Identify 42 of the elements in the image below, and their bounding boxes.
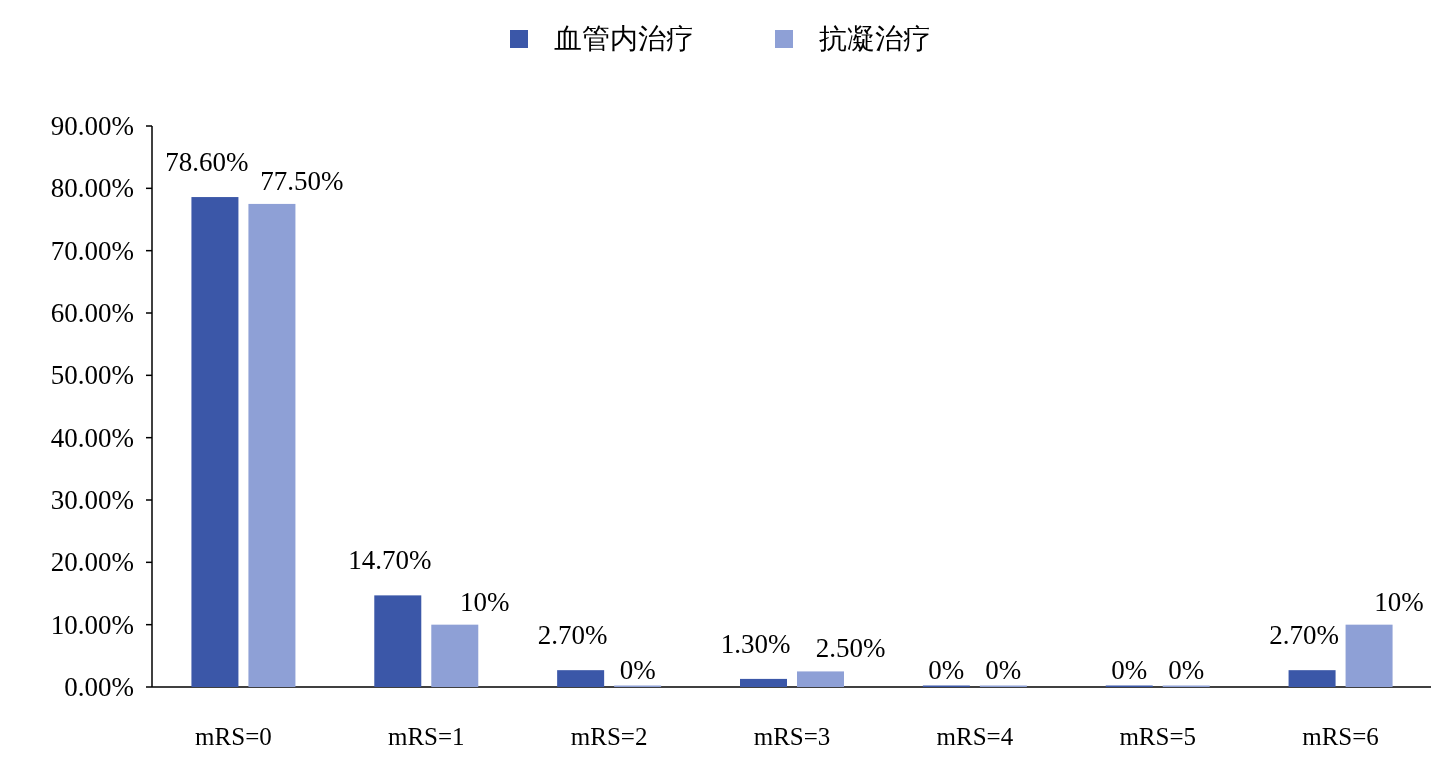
x-tick-label: mRS=4: [936, 723, 1014, 750]
y-tick-label: 90.00%: [50, 111, 134, 141]
bar: [374, 595, 422, 687]
bar: [1345, 624, 1393, 687]
bar: [797, 671, 844, 687]
legend-label: 抗凝治疗: [819, 23, 931, 54]
data-label: 10%: [1374, 586, 1424, 617]
data-label: 2.70%: [537, 620, 608, 651]
y-tick-label: 40.00%: [50, 422, 134, 453]
data-label: 10%: [460, 586, 510, 617]
data-label: 78.60%: [165, 147, 249, 178]
data-label: 2.50%: [815, 633, 886, 664]
bar: [557, 670, 605, 687]
y-tick-label: 10.00%: [50, 609, 134, 640]
y-tick-label: 80.00%: [50, 173, 134, 204]
x-tick-label: mRS=5: [1119, 723, 1197, 750]
x-tick-label: mRS=6: [1302, 723, 1379, 750]
y-tick-label: 70.00%: [50, 235, 134, 266]
bar: [248, 203, 296, 687]
bar: [191, 197, 239, 687]
data-label: 1.30%: [720, 628, 791, 659]
data-label: 0%: [1168, 655, 1205, 685]
y-tick-label: 60.00%: [50, 298, 134, 328]
data-label: 14.70%: [348, 545, 432, 576]
data-label: 0%: [619, 655, 656, 685]
x-tick-label: mRS=2: [570, 723, 648, 750]
y-tick-label: 20.00%: [50, 547, 134, 578]
x-tick-label: mRS=3: [753, 723, 831, 750]
data-label: 2.70%: [1269, 620, 1339, 651]
bar: [740, 678, 787, 687]
data-label: 0%: [1111, 655, 1148, 685]
legend-label: 血管内治疗: [554, 23, 694, 54]
bar: [1288, 670, 1336, 687]
y-tick-label: 50.00%: [50, 360, 134, 391]
y-tick-label: 30.00%: [50, 485, 134, 515]
data-label: 77.50%: [260, 165, 344, 196]
data-label: 0%: [928, 655, 965, 685]
x-tick-label: mRS=0: [195, 723, 272, 750]
bar: [431, 624, 479, 687]
x-tick-label: mRS=1: [387, 723, 465, 750]
y-tick-label: 0.00%: [64, 672, 134, 702]
data-label: 0%: [985, 655, 1022, 685]
